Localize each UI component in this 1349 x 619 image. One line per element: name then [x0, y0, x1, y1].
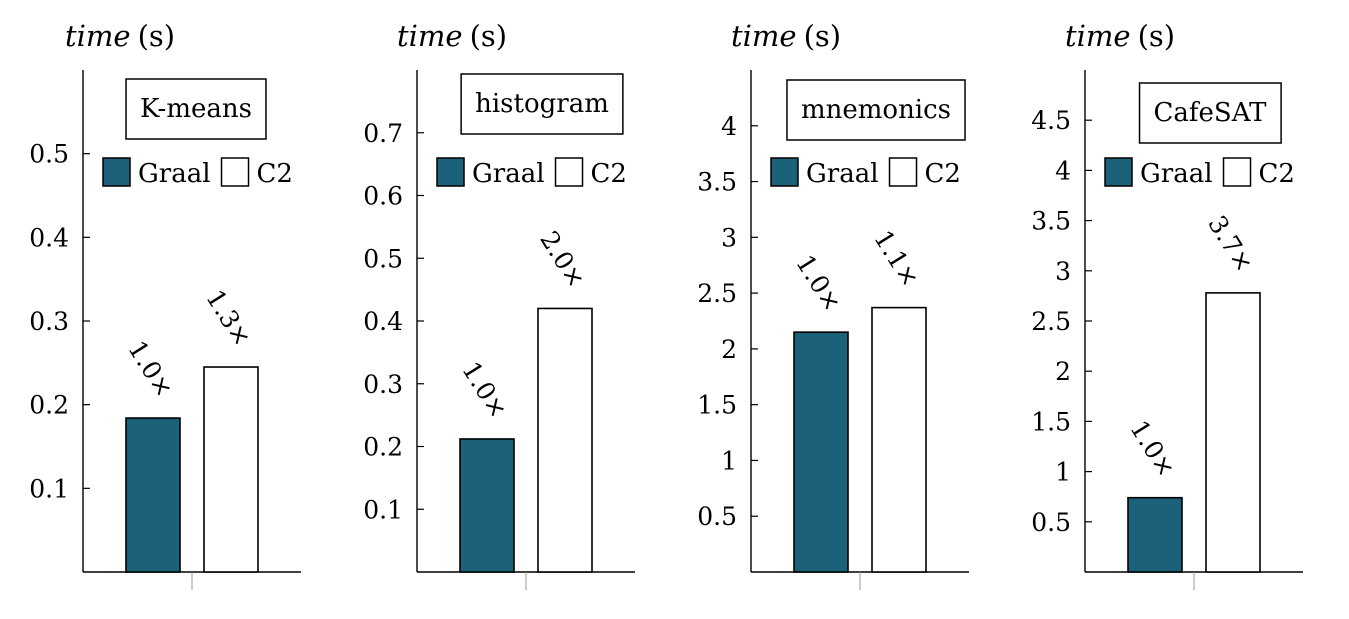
bar-graal	[459, 438, 515, 573]
legend-label-graal: Graal	[1140, 159, 1213, 189]
y-tick-label: 1.5	[1031, 407, 1071, 436]
y-tick-label: 2.5	[697, 279, 737, 308]
legend-label-graal: Graal	[472, 159, 545, 189]
y-axis-label: time (s)	[397, 19, 507, 53]
y-tick-label: 3	[721, 223, 737, 252]
y-axis-label-unit: (s)	[138, 19, 176, 53]
legend-label-graal: Graal	[138, 159, 211, 189]
y-tick-label: 1	[1055, 458, 1071, 487]
y-tick-label: 0.3	[363, 370, 403, 399]
y-tick-label: 2.5	[1031, 307, 1071, 336]
y-axis-label: time (s)	[731, 19, 841, 53]
bar-graal	[793, 331, 849, 573]
y-tick-label: 0.7	[363, 119, 403, 148]
chart-title: mnemonics	[801, 95, 951, 125]
chart-title-box	[125, 78, 267, 140]
y-tick-label: 3.5	[697, 168, 737, 197]
y-tick-label: 4	[1055, 156, 1071, 185]
y-tick-label: 1.5	[697, 391, 737, 420]
y-tick-label: 2	[1055, 357, 1071, 386]
y-tick-label: 4	[721, 112, 737, 141]
y-axis-label-quantity: time	[1065, 19, 1131, 53]
y-tick-label: 0.4	[29, 223, 69, 252]
legend-swatch-c2	[888, 157, 918, 187]
y-tick-label: 3.5	[1031, 207, 1071, 236]
y-tick-label: 3	[1055, 257, 1071, 286]
y-tick-label: 0.1	[29, 474, 69, 503]
bar-c2	[537, 307, 593, 573]
y-axis-label: time (s)	[1065, 19, 1175, 53]
data-label-graal: 1.0×	[456, 356, 513, 423]
y-tick-label: 4.5	[1031, 106, 1071, 135]
legend-swatch-graal	[102, 157, 131, 187]
y-tick-label: 0.4	[363, 307, 403, 336]
y-tick-label: 0.5	[1031, 508, 1071, 537]
data-label-c2: 1.1×	[868, 225, 925, 292]
bar-c2	[871, 306, 927, 573]
legend-label-c2: C2	[1259, 159, 1295, 189]
y-axis-label-quantity: time	[65, 19, 131, 53]
bar-graal	[1127, 496, 1183, 573]
y-tick-label: 0.5	[363, 244, 403, 273]
chart-title-box	[1138, 82, 1282, 144]
y-tick-label: 0.5	[697, 502, 737, 531]
legend-swatch-c2	[554, 157, 584, 187]
data-label-c2: 1.3×	[200, 285, 257, 352]
chart-title: CafeSAT	[1154, 98, 1268, 128]
legend-swatch-graal	[1104, 157, 1133, 187]
y-tick-label: 0.2	[363, 433, 403, 462]
data-label-graal: 1.0×	[122, 336, 179, 403]
data-label-graal: 1.0×	[1124, 415, 1181, 482]
y-axis-label-unit: (s)	[470, 19, 508, 53]
chart-title: K-means	[140, 94, 252, 124]
y-tick-label: 0.3	[29, 307, 69, 336]
legend-swatch-graal	[770, 157, 799, 187]
y-tick-label: 0.5	[29, 140, 69, 169]
chart-panel-1: time (s) 0.1 0.2 0.3 0.4 0.5 0.6 0.7 1.0× 2.0× hist…	[363, 19, 635, 590]
chart-panel-2: time (s) 0.5 1 1.5 2 2.5 3 3.5 4 1.0× 1.1× mnemonics…	[697, 19, 969, 590]
legend-swatch-c2	[220, 157, 250, 187]
legend-label-graal: Graal	[806, 159, 879, 189]
bar-c2	[1205, 292, 1261, 573]
chart-title-box	[786, 79, 966, 141]
data-label-graal: 1.0×	[790, 250, 847, 317]
chart-panel-3: time (s) 0.5 1 1.5 2 2.5 3 3.5 4 4.5 1.0× 3.7× CafeSA…	[1031, 19, 1303, 590]
y-axis-label-quantity: time	[731, 19, 797, 53]
bar-c2	[203, 366, 259, 573]
legend-label-c2: C2	[257, 159, 293, 189]
y-axis-label: time (s)	[65, 19, 175, 53]
y-axis-label-unit: (s)	[1138, 19, 1176, 53]
legend-label-c2: C2	[591, 159, 627, 189]
y-tick-label: 2	[721, 335, 737, 364]
chart-panel-0: time (s) 0.1 0.2 0.3 0.4 0.5 1.0× 1.3× K-means Gra…	[29, 19, 301, 590]
data-label-c2: 3.7×	[1202, 210, 1259, 277]
legend-swatch-c2	[1222, 157, 1252, 187]
y-tick-label: 1	[721, 446, 737, 475]
y-tick-label: 0.1	[363, 495, 403, 524]
bar-graal	[125, 417, 181, 573]
y-tick-label: 0.2	[29, 391, 69, 420]
chart-title-box	[460, 73, 624, 135]
data-label-c2: 2.0×	[534, 226, 591, 293]
y-axis-label-quantity: time	[397, 19, 463, 53]
legend-label-c2: C2	[925, 159, 961, 189]
chart-title: histogram	[475, 89, 609, 119]
legend-swatch-graal	[436, 157, 465, 187]
y-axis-label-unit: (s)	[804, 19, 842, 53]
y-tick-label: 0.6	[363, 182, 403, 211]
